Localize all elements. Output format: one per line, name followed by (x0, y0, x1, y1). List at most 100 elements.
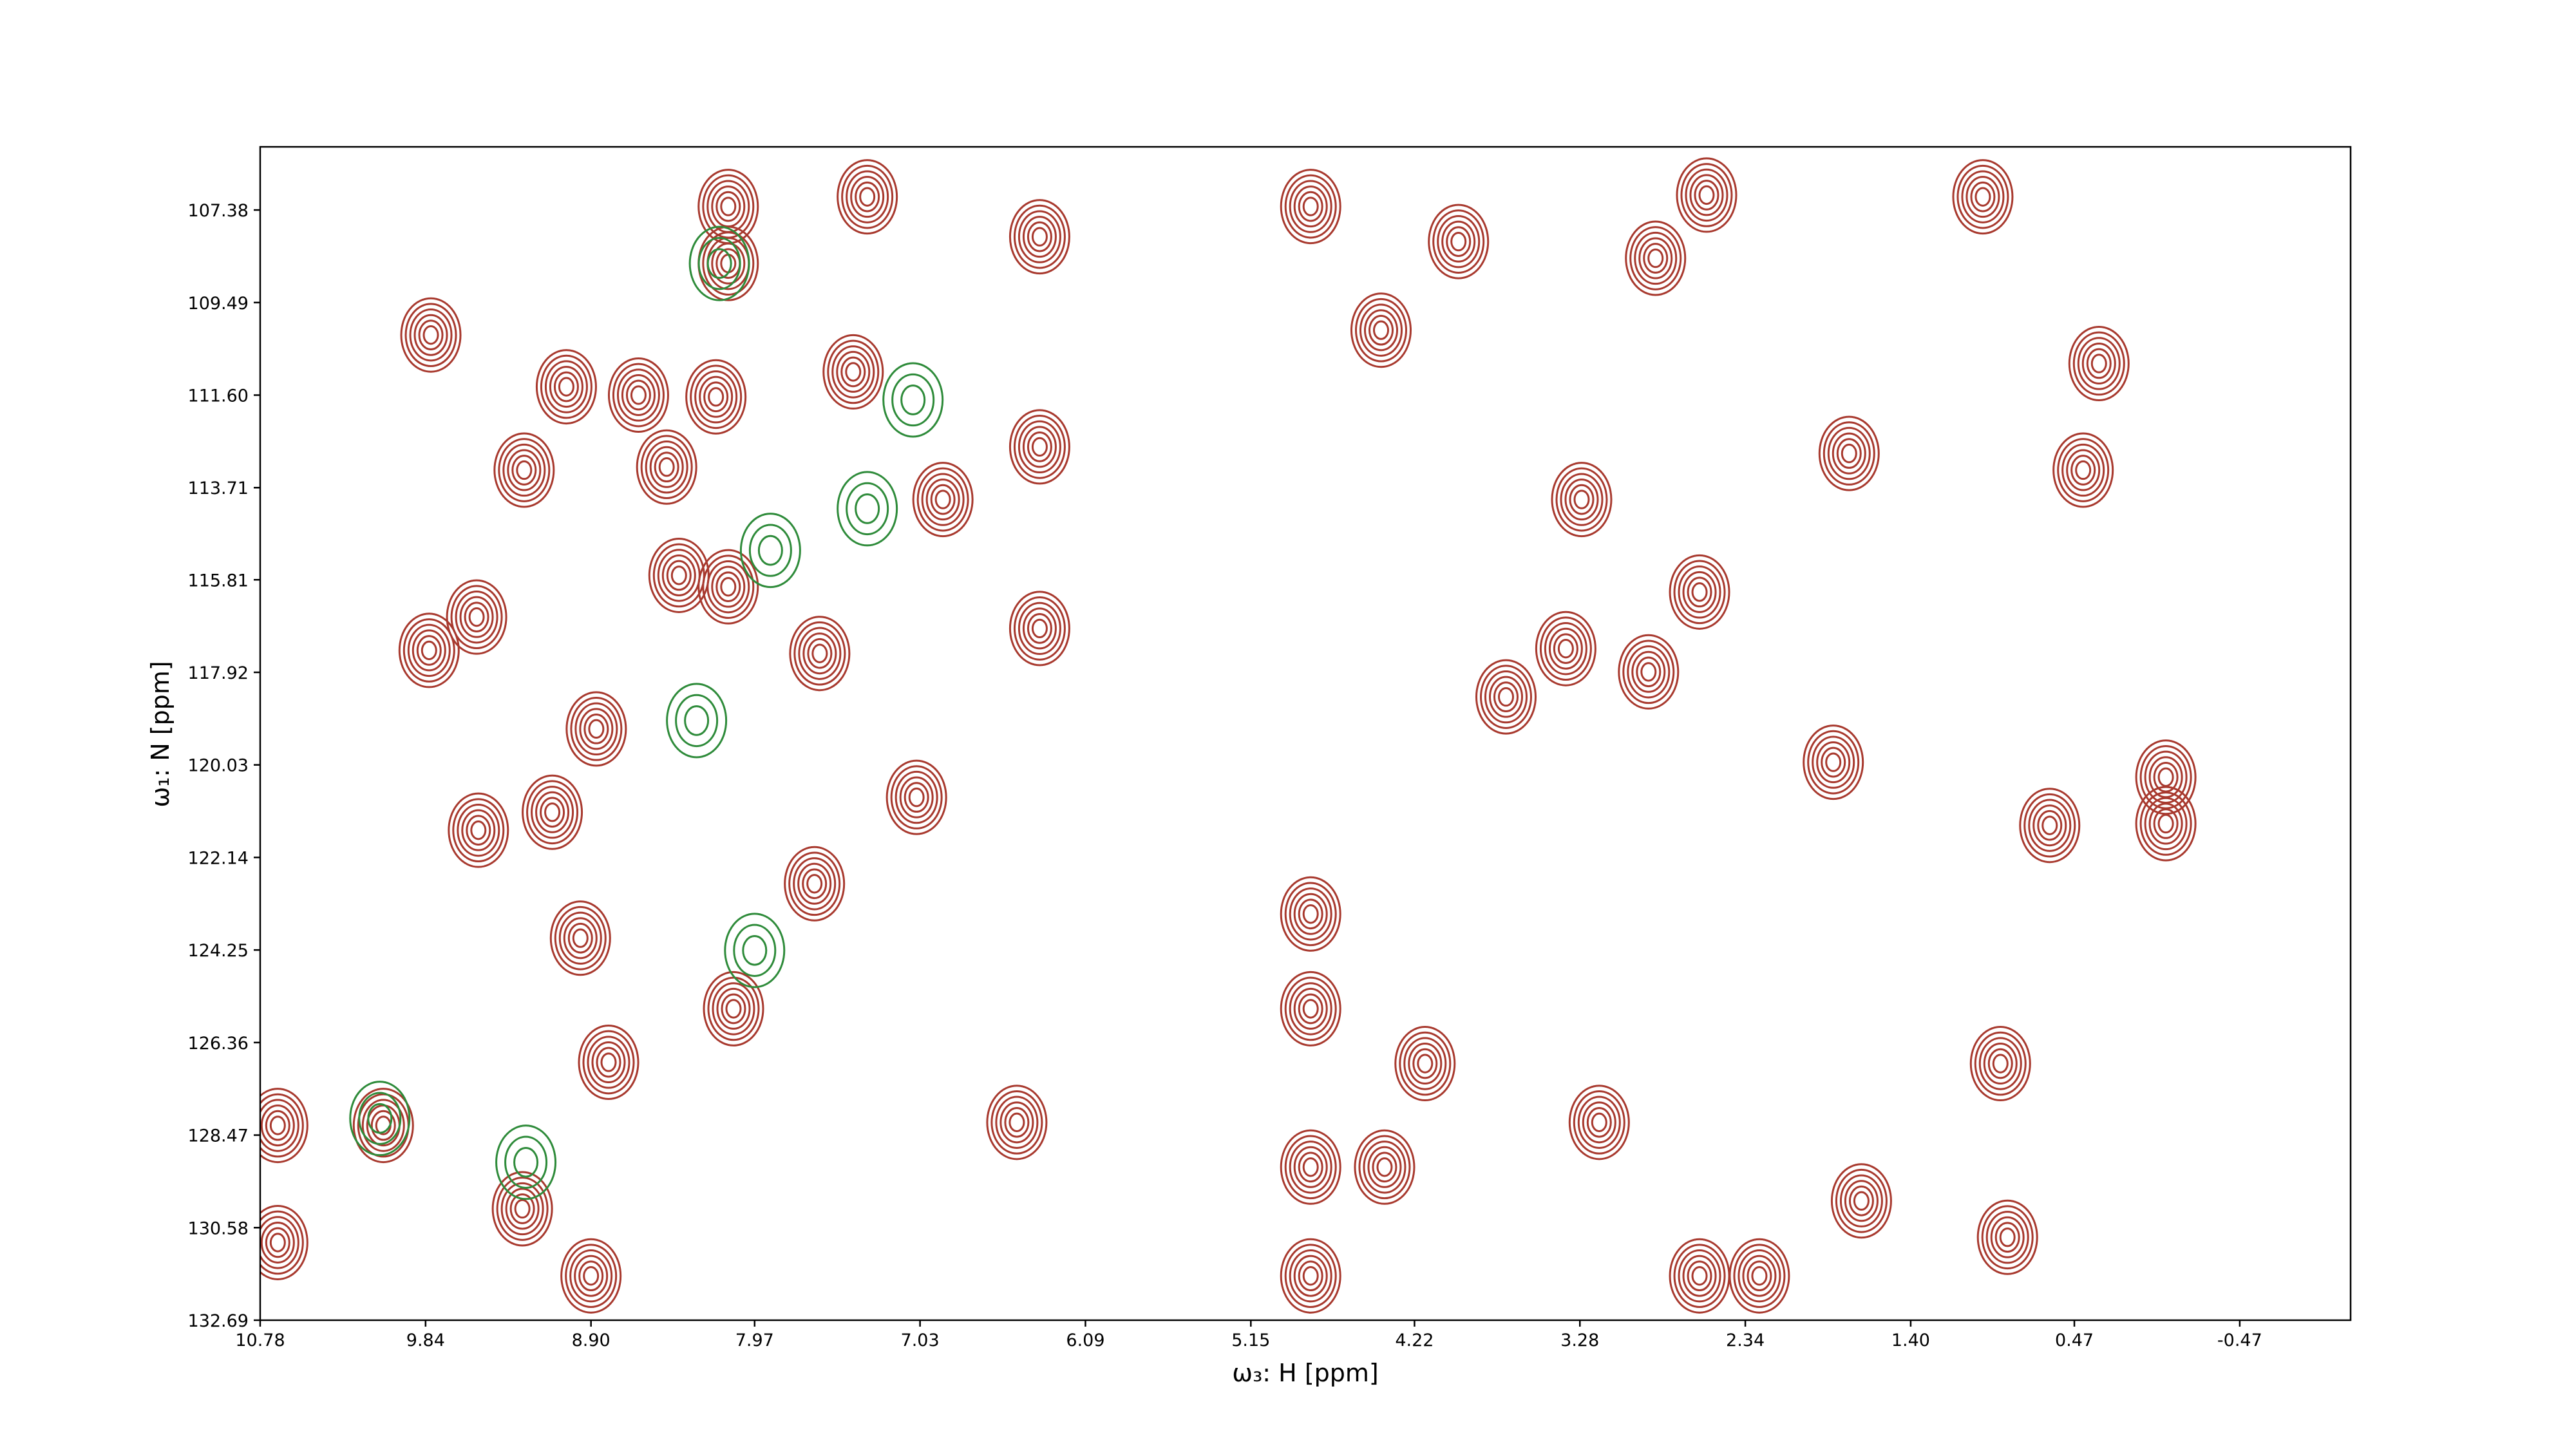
contour-ring (1358, 1135, 1411, 1200)
contour-ring (658, 457, 675, 477)
contour-ring (721, 993, 746, 1025)
contour-ring (1031, 227, 1048, 247)
contour-ring (553, 371, 579, 402)
contour-ring (2075, 460, 2092, 480)
contour-ring (702, 231, 755, 296)
peak (578, 1025, 639, 1101)
contour-ring (811, 643, 828, 663)
peak (565, 691, 627, 767)
peak (882, 362, 944, 438)
contour-ring (1298, 993, 1323, 1025)
contour-ring (1009, 409, 1070, 485)
contour-ring (636, 429, 697, 505)
contour-ring (2061, 443, 2105, 497)
x-tick-label: 9.84 (406, 1331, 445, 1350)
contour-ring (716, 987, 751, 1030)
contour-ring (807, 638, 833, 669)
peak (822, 334, 884, 410)
peak (886, 759, 947, 835)
contour-ring (886, 759, 947, 835)
contour-ring (2032, 804, 2067, 847)
contour-ring (1694, 180, 1719, 211)
contour-ring (1289, 180, 1332, 233)
contour-ring (712, 982, 755, 1036)
contour-ring (904, 782, 929, 813)
contour-ring (1428, 204, 1490, 279)
contour-ring (711, 565, 746, 608)
contour-ring (850, 176, 885, 218)
contour-ring (1284, 976, 1337, 1041)
contour-ring (1631, 650, 1666, 693)
contour-ring (591, 1041, 626, 1084)
contour-ring (822, 334, 884, 410)
contour-ring (549, 900, 611, 976)
contour-ring (1018, 420, 1061, 474)
contour-ring (1999, 1227, 2016, 1247)
contour-ring (1974, 1031, 2027, 1096)
contour-ring (2023, 793, 2076, 858)
contour-ring (558, 911, 602, 965)
peak (398, 612, 460, 688)
contour-ring (412, 629, 446, 672)
contour-ring (1841, 443, 1857, 464)
y-tick-label: 111.60 (188, 386, 249, 406)
y-tick-label: 124.25 (188, 941, 249, 961)
contour-ring (1816, 741, 1851, 784)
contour-ring (407, 623, 451, 677)
contour-ring (899, 776, 934, 819)
contour-ring (450, 585, 503, 649)
contour-ring (724, 913, 786, 989)
peak (724, 913, 786, 989)
contour-ring (1832, 432, 1866, 475)
contour-ring (757, 535, 783, 566)
contour-ring (2052, 432, 2114, 508)
contour-ring (565, 1244, 618, 1309)
peak (549, 900, 611, 976)
contour-ring (578, 1025, 639, 1101)
contour-ring (1009, 1112, 1025, 1132)
contour-ring (1289, 982, 1332, 1036)
contour-ring (1298, 1260, 1323, 1292)
contour-ring (1733, 1244, 1786, 1309)
contour-ring (708, 387, 724, 407)
contour-ring (675, 694, 719, 748)
peak (912, 462, 974, 538)
contour-ring (742, 934, 768, 966)
contour-ring (560, 1238, 622, 1314)
contour-ring (260, 1104, 295, 1147)
peak (535, 349, 597, 425)
contour-ring (1803, 724, 1864, 800)
contour-ring (649, 446, 684, 488)
contour-ring (1591, 1112, 1607, 1132)
peak (1568, 1084, 1630, 1160)
contour-ring (1009, 199, 1070, 275)
contour-ring (1687, 1260, 1712, 1292)
contour-ring (706, 248, 732, 279)
contour-ring (498, 438, 551, 502)
contour-ring (1643, 243, 1669, 274)
contour-ring (666, 683, 728, 759)
contour-ring (416, 635, 442, 666)
contour-ring (504, 1135, 548, 1189)
peak (739, 513, 801, 589)
contour-ring (1027, 613, 1052, 644)
contour-ring (269, 1233, 286, 1253)
contour-ring (1497, 687, 1514, 707)
contour-ring (1582, 1101, 1616, 1144)
contour-ring (514, 1198, 531, 1219)
contour-ring (999, 1101, 1034, 1144)
contour-ring (404, 303, 457, 368)
peak (1280, 1129, 1341, 1205)
contour-ring (505, 1188, 540, 1230)
contour-ring (715, 571, 741, 602)
contour-ring (1640, 662, 1657, 682)
contour-ring (1022, 607, 1057, 650)
contour-ring (1636, 656, 1662, 688)
contour-ring (457, 804, 500, 857)
contour-ring (349, 1081, 411, 1157)
peak (1280, 971, 1341, 1046)
contour-ring (845, 362, 862, 382)
contour-ring (1441, 220, 1476, 263)
contour-ring (806, 874, 823, 894)
contour-ring (260, 1216, 299, 1269)
